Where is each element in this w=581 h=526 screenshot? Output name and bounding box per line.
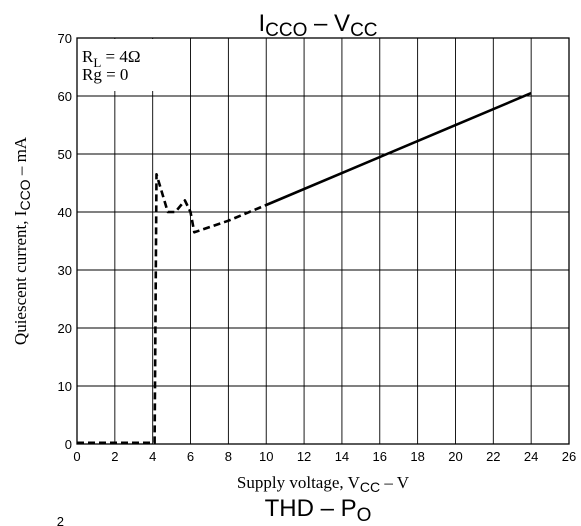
x-tick-label: 26: [562, 449, 576, 464]
x-tick-labels: 0 2 4 6 8 10 12 14 16 18 20 22 24 26: [73, 449, 576, 464]
annotation-rl: RL = 4Ω: [82, 47, 141, 70]
x-tick-label: 20: [448, 449, 462, 464]
y-tick-label: 30: [58, 263, 72, 278]
x-tick-label: 18: [410, 449, 424, 464]
annotation-rg: Rg = 0: [82, 65, 128, 84]
y-tick-labels: 0 10 20 30 40 50 60 70: [58, 31, 72, 452]
y-tick-label: 0: [65, 437, 72, 452]
series-line-solid: [265, 91, 532, 207]
chart-grid: [76, 37, 570, 445]
x-tick-label: 12: [297, 449, 311, 464]
x-tick-label: 22: [486, 449, 500, 464]
x-axis-label: Supply voltage, VCC – V: [237, 473, 410, 495]
series-line-dashed: [77, 173, 267, 445]
next-chart-title: THD – PO: [265, 495, 372, 526]
next-chart-axis-fragment: 2: [57, 514, 64, 526]
x-tick-label: 0: [73, 449, 80, 464]
x-tick-label: 16: [373, 449, 387, 464]
y-tick-label: 40: [58, 205, 72, 220]
y-tick-label: 10: [58, 379, 72, 394]
y-tick-label: 20: [58, 321, 72, 336]
x-tick-label: 10: [259, 449, 273, 464]
y-tick-label: 60: [58, 89, 72, 104]
y-axis-label: Quiescent current, ICCO – mA: [11, 136, 33, 345]
y-tick-label: 50: [58, 147, 72, 162]
plot-frame: [76, 37, 570, 445]
chart-title: ICCO – VCC: [258, 10, 377, 41]
series-group: [77, 91, 532, 445]
x-tick-label: 8: [225, 449, 232, 464]
x-tick-label: 6: [187, 449, 194, 464]
x-tick-label: 4: [149, 449, 156, 464]
x-tick-label: 14: [335, 449, 349, 464]
x-tick-label: 24: [524, 449, 538, 464]
x-tick-label: 2: [111, 449, 118, 464]
annotation-box: [78, 39, 164, 91]
y-tick-label: 70: [58, 31, 72, 46]
